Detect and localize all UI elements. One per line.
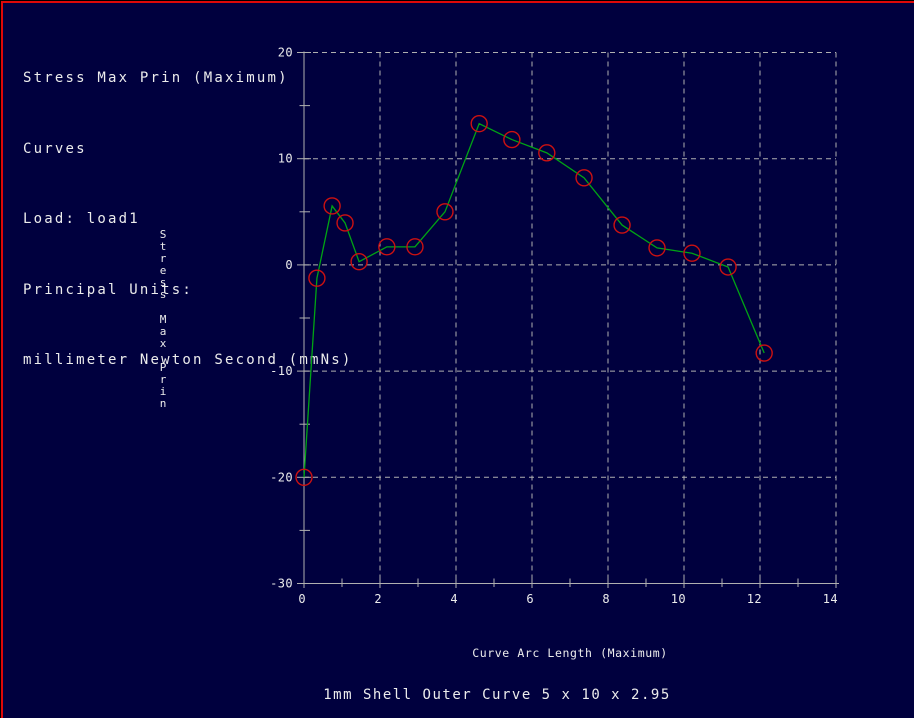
y-axis-title-char: P <box>159 361 167 375</box>
y-axis-title-char: t <box>159 240 167 254</box>
y-axis-title-char: r <box>159 373 167 387</box>
x-axis-title: Curve Arc Length (Maximum) <box>472 646 668 660</box>
data-point-marker <box>308 269 326 287</box>
y-axis-title-char: s <box>159 276 167 290</box>
x-tick-label: 14 <box>823 592 838 606</box>
x-tick-label: 4 <box>450 592 458 606</box>
result-type-line: Curves <box>23 140 87 157</box>
data-point-marker <box>648 239 666 257</box>
data-point-marker <box>613 216 631 234</box>
y-tick-label: -10 <box>270 364 293 378</box>
x-tick-label: 12 <box>747 592 762 606</box>
data-point-marker <box>350 253 368 271</box>
data-point-marker <box>719 258 737 276</box>
y-axis-title-char: s <box>159 288 167 302</box>
y-axis-title-char: a <box>159 324 167 338</box>
data-point-marker <box>336 214 354 232</box>
data-curve <box>303 122 765 478</box>
data-point-marker <box>755 344 773 362</box>
y-axis-title-char: M <box>159 312 167 326</box>
y-tick-label: 10 <box>278 152 293 166</box>
chart-title: 1mm Shell Outer Curve 5 x 10 x 2.95 <box>323 687 671 703</box>
result-load-line: Load: load1 <box>23 211 140 227</box>
x-tick-label: 2 <box>374 592 382 606</box>
x-tick-label: 8 <box>602 592 610 606</box>
result-units-caption-line: Principal Units: <box>23 281 194 298</box>
y-axis-title-char: S <box>159 228 167 241</box>
y-tick-label: 0 <box>285 258 293 272</box>
x-tick-label: 6 <box>526 592 534 606</box>
data-point-marker <box>470 114 488 133</box>
data-point-marker <box>683 244 701 262</box>
data-point-marker <box>323 197 341 215</box>
x-tick-label: 0 <box>298 592 306 606</box>
y-axis-title-char: e <box>159 264 167 278</box>
y-tick-label: 20 <box>278 46 293 60</box>
y-tick-label: -30 <box>270 577 293 591</box>
data-point-marker <box>436 203 454 221</box>
data-point-marker <box>575 169 593 187</box>
y-axis-title-char: i <box>159 385 167 399</box>
data-point-marker <box>406 238 424 256</box>
y-axis-title-char: x <box>159 336 167 350</box>
result-title-line: Stress Max Prin (Maximum) <box>23 70 289 86</box>
x-tick-label: 10 <box>671 592 686 606</box>
data-point-marker <box>295 468 313 486</box>
y-axis-title-char: n <box>159 397 167 411</box>
y-tick-label: -20 <box>270 470 293 484</box>
y-axis-title-char: r <box>159 252 167 266</box>
data-point-marker <box>378 238 396 256</box>
data-point-marker <box>503 130 521 149</box>
data-point-marker <box>538 144 556 162</box>
result-info-block: Stress Max Prin (Maximum) Curves Load: l… <box>23 20 353 420</box>
